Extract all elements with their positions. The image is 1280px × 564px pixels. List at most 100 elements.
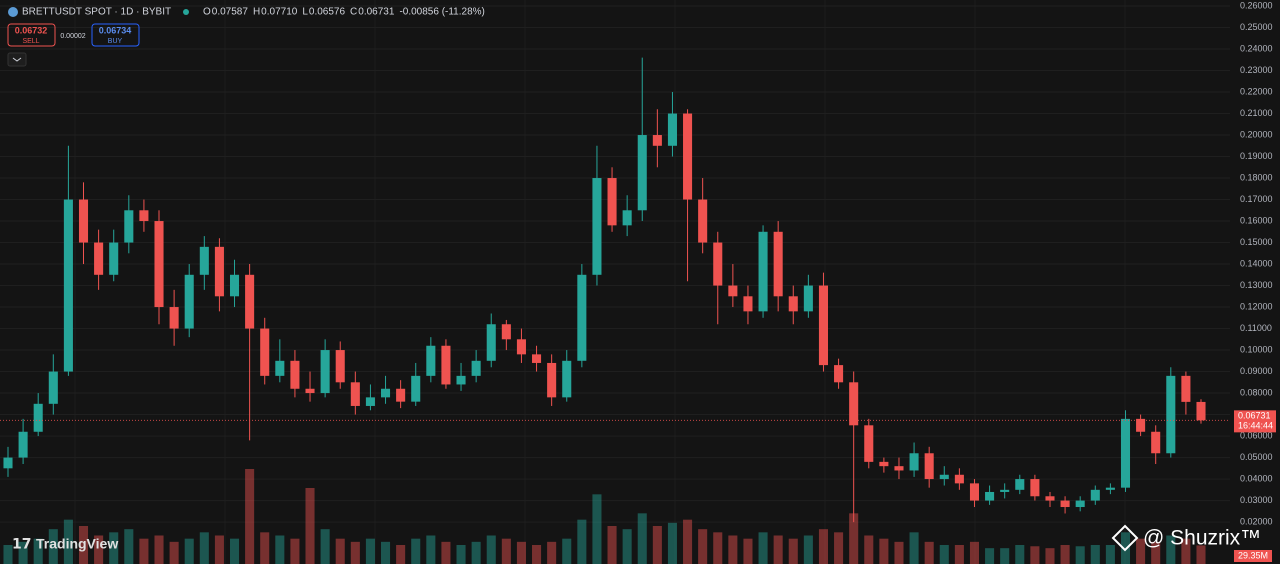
volume-bar — [1030, 546, 1040, 564]
candle-body — [78, 199, 89, 243]
volume-bar — [834, 532, 844, 564]
volume-bar — [622, 529, 632, 564]
y-tick-label: 0.25000 — [1240, 22, 1273, 32]
y-tick-label: 0.14000 — [1240, 258, 1273, 268]
y-tick-label: 0.21000 — [1240, 108, 1273, 118]
candle-body — [532, 354, 542, 363]
buy-label: BUY — [108, 38, 123, 45]
volume-bar — [441, 541, 451, 564]
candle-body — [939, 474, 949, 480]
volume-bar — [229, 538, 240, 564]
candle-body — [698, 199, 708, 243]
candle-body — [411, 375, 421, 402]
volume-bar — [260, 532, 270, 564]
y-tick-label: 0.26000 — [1240, 0, 1273, 10]
credit: @ Shuzrix™ — [1143, 527, 1261, 550]
candle-body — [879, 461, 889, 467]
volume-bar — [1090, 545, 1100, 564]
volume-bar — [320, 529, 330, 564]
volume-bar — [788, 538, 798, 564]
candle-body — [1196, 401, 1206, 421]
candle-body — [199, 246, 209, 275]
price-axis — [1230, 0, 1280, 564]
y-tick-label: 0.23000 — [1240, 65, 1273, 75]
candle-body — [1120, 418, 1131, 488]
volume-bar — [939, 545, 949, 564]
volume-bar — [154, 535, 164, 564]
volume-bar — [426, 535, 436, 564]
volume-bar — [985, 548, 995, 564]
volume-bar — [1075, 546, 1085, 564]
y-tick-label: 0.15000 — [1240, 237, 1273, 247]
countdown: 16:44:44 — [1238, 421, 1273, 431]
candle-body — [637, 135, 647, 211]
candle-body — [894, 466, 904, 471]
candle-body — [350, 382, 360, 406]
y-tick-label: 0.02000 — [1240, 516, 1273, 526]
volume-bar — [1181, 538, 1191, 564]
ohlc-value: 0.06731 — [358, 7, 395, 18]
candle-body — [743, 296, 753, 312]
sell-button[interactable] — [7, 23, 56, 47]
candle-body — [1000, 489, 1010, 492]
ohlc-key: O — [203, 7, 211, 18]
candle-body — [1030, 479, 1040, 497]
candle-body — [652, 135, 662, 146]
volume-bar — [78, 526, 89, 564]
candle-body — [1090, 489, 1100, 501]
volume-bar — [1136, 538, 1146, 564]
chevron — [12, 57, 22, 62]
volume-bar — [969, 541, 980, 564]
y-tick-label: 0.18000 — [1240, 172, 1273, 182]
volume-bar — [48, 529, 58, 564]
candle-body — [1015, 479, 1025, 490]
y-tick-label: 0.11000 — [1240, 323, 1272, 333]
candle-body — [139, 210, 149, 222]
candle-body — [290, 360, 300, 389]
volume-bar — [637, 513, 647, 564]
candle-body — [683, 113, 693, 200]
volume-bar — [214, 535, 224, 564]
candle-body — [365, 397, 375, 406]
volume-bar — [471, 541, 481, 564]
volume-bar — [849, 513, 859, 564]
candle-body — [954, 474, 964, 484]
candle-body — [1181, 375, 1191, 402]
volume-bar — [698, 529, 708, 564]
candle-body — [169, 307, 179, 329]
candle-body — [577, 274, 587, 361]
volume-bar — [607, 526, 617, 564]
buy-button[interactable] — [91, 23, 140, 47]
candle-body — [803, 285, 813, 312]
candle-body — [1045, 496, 1055, 501]
volume-bar — [743, 538, 753, 564]
volume-bar — [864, 535, 874, 564]
volume-pane — [3, 469, 1206, 564]
candle-body — [622, 210, 632, 226]
volume-bar — [33, 538, 43, 564]
volume-bar — [109, 532, 119, 564]
price-axis-labels: 0.020000.030000.040000.050000.060000.070… — [1240, 0, 1273, 526]
y-tick-label: 0.06000 — [1240, 430, 1273, 440]
candle-body — [381, 388, 391, 398]
candle-body — [229, 274, 240, 297]
volume-bar — [3, 545, 13, 564]
candles — [0, 57, 1230, 523]
volume-bar — [652, 526, 662, 564]
volume-bar — [879, 538, 889, 564]
volume-bar — [275, 535, 285, 564]
candle-body — [275, 360, 285, 376]
ohlc-key: L — [302, 7, 308, 18]
volume-bar — [124, 529, 134, 564]
candle-body — [864, 425, 874, 462]
volume-bar — [139, 538, 149, 564]
candle-body — [773, 231, 783, 297]
y-tick-label: 0.17000 — [1240, 194, 1273, 204]
market-status — [183, 9, 189, 15]
volume-bar — [501, 538, 511, 564]
candle-body — [486, 324, 496, 361]
volume-bar — [1166, 535, 1176, 564]
candle-body — [985, 491, 995, 501]
volume-bar — [18, 541, 28, 564]
collapse-button[interactable] — [7, 52, 27, 67]
